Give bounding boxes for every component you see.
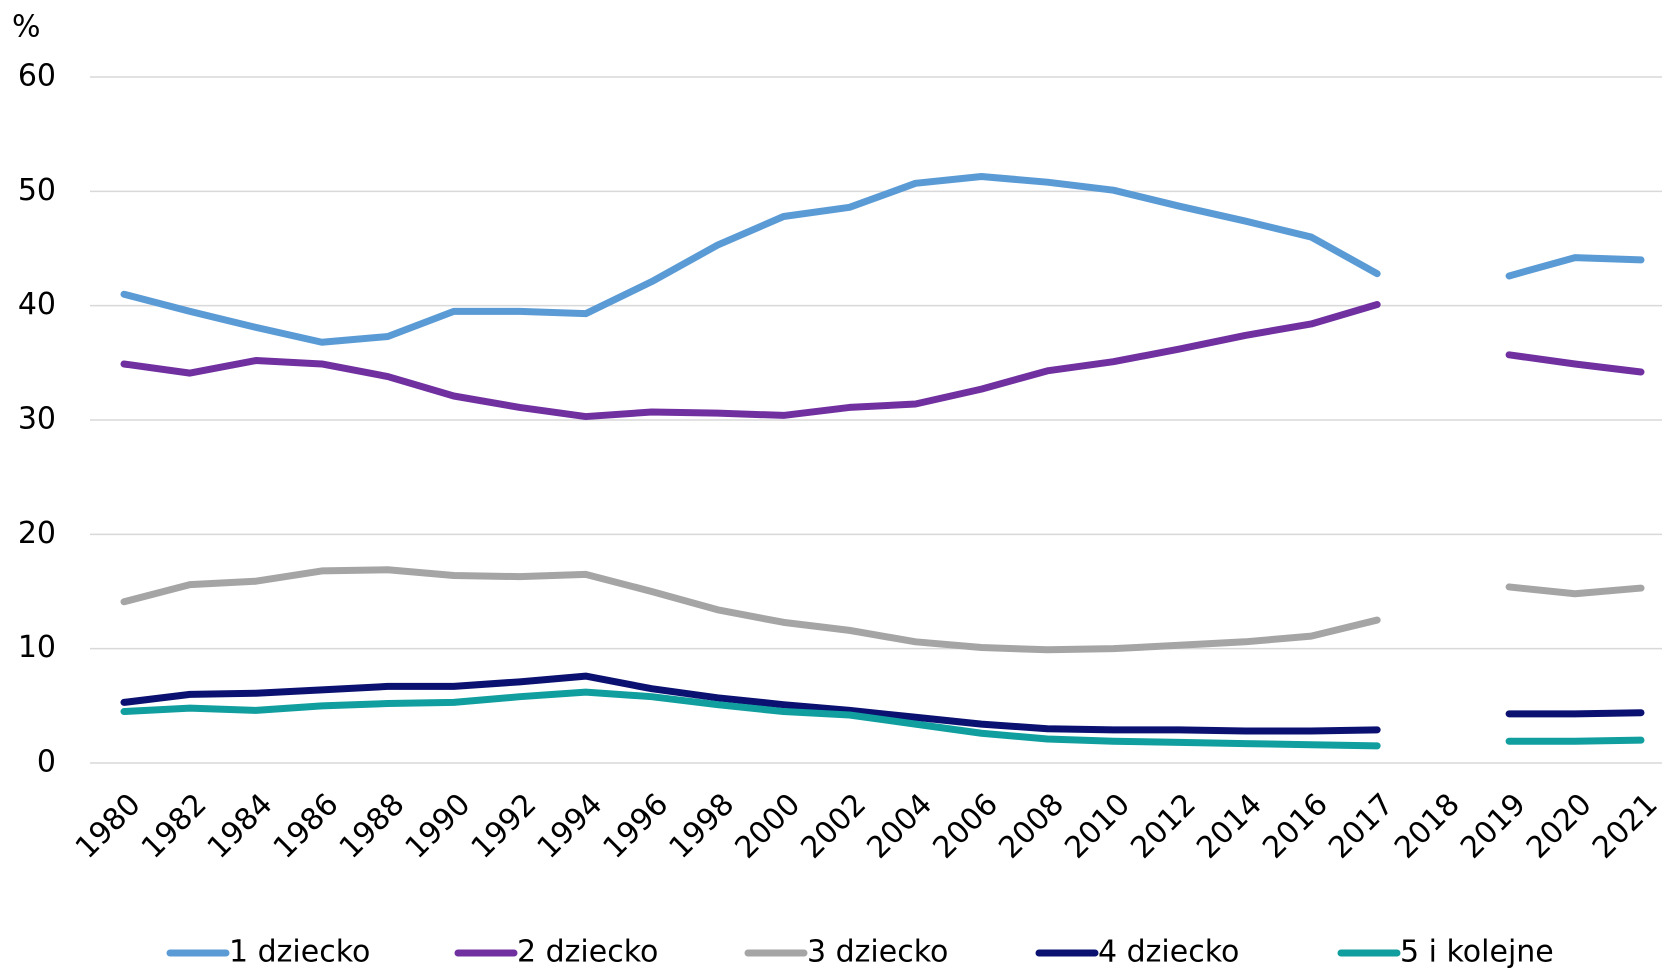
x-tick-label: 1982 xyxy=(135,787,214,866)
x-tick-label: 1998 xyxy=(663,787,742,866)
x-tick-label: 1996 xyxy=(597,787,676,866)
y-tick-label: 60 xyxy=(18,59,56,94)
x-tick-label: 2000 xyxy=(728,787,807,866)
x-tick-label: 2014 xyxy=(1190,787,1269,866)
legend-label: 2 dziecko xyxy=(517,935,658,970)
x-tick-label: 2017 xyxy=(1322,787,1401,866)
x-tick-label: 2012 xyxy=(1124,787,1203,866)
series-line xyxy=(120,301,1645,421)
legend-label: 3 dziecko xyxy=(807,935,948,970)
y-tick-label: 0 xyxy=(37,745,56,780)
legend-label: 4 dziecko xyxy=(1098,935,1239,970)
x-tick-label: 1986 xyxy=(267,787,346,866)
y-tick-label: 50 xyxy=(18,173,56,208)
x-tick-label: 2020 xyxy=(1520,787,1599,866)
legend-label: 1 dziecko xyxy=(229,935,370,970)
x-tick-label: 1992 xyxy=(465,787,544,866)
x-tick-label: 2018 xyxy=(1388,787,1467,866)
series-line xyxy=(120,172,1645,346)
y-tick-label: 20 xyxy=(18,516,56,551)
x-tick-label: 2002 xyxy=(794,787,873,866)
y-tick-label: 10 xyxy=(18,630,56,665)
series-line xyxy=(120,688,1645,750)
x-tick-label: 2004 xyxy=(860,787,939,866)
x-tick-label: 1980 xyxy=(69,787,148,866)
legend-label: 5 i kolejne xyxy=(1400,935,1554,970)
series-line xyxy=(120,672,1645,735)
x-tick-label: 1994 xyxy=(531,787,610,866)
y-tick-label: 30 xyxy=(18,402,56,437)
x-tick-label: 2019 xyxy=(1454,787,1533,866)
x-tick-label: 2021 xyxy=(1586,787,1662,866)
x-tick-label: 1990 xyxy=(399,787,478,866)
y-tick-label: 40 xyxy=(18,287,56,322)
y-axis-label: % xyxy=(12,10,41,45)
series-line xyxy=(120,566,1645,654)
x-tick-label: 1988 xyxy=(333,787,412,866)
x-tick-label: 1984 xyxy=(201,787,280,866)
x-tick-label: 2006 xyxy=(926,787,1005,866)
x-tick-label: 2016 xyxy=(1256,787,1335,866)
x-tick-label: 2008 xyxy=(992,787,1071,866)
x-tick-label: 2010 xyxy=(1058,787,1137,866)
